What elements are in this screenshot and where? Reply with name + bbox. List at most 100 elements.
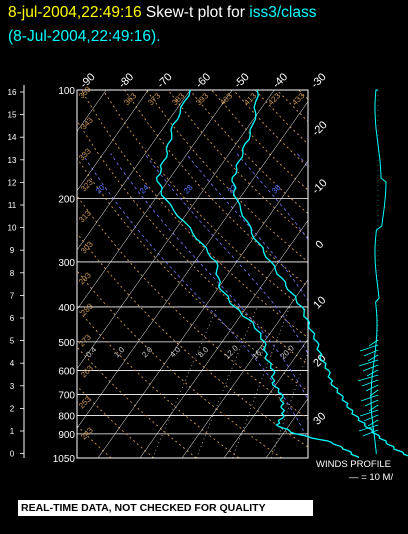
mixing-ratio-label: 8.0	[196, 345, 211, 360]
isotherm-line	[181, 279, 308, 458]
isotherm-line	[77, 90, 233, 310]
mixing-ratio-label: 0.4	[84, 345, 99, 360]
wind-barb	[359, 409, 379, 417]
wet-adiabat	[81, 153, 308, 441]
wind-barb	[367, 354, 379, 362]
wet-adiabat-label: 20	[94, 183, 107, 196]
wind-profile-line	[370, 89, 387, 455]
wet-adiabat	[144, 153, 308, 355]
pressure-label: 700	[58, 391, 75, 402]
dry-adiabat-label: 313	[77, 208, 93, 224]
mixing-ratio-line	[232, 306, 291, 458]
temp-top-label: -70	[155, 71, 175, 91]
title-text: Skew-t plot for	[145, 4, 245, 21]
mixing-ratio-line	[271, 351, 308, 458]
wind-barb	[363, 414, 379, 422]
dry-adiabat	[232, 90, 308, 168]
pressure-label: 400	[58, 303, 75, 314]
height-km-label: 9	[10, 246, 15, 255]
theta-top-label: 433	[290, 91, 306, 107]
temp-right-label: -20	[310, 119, 330, 139]
wet-adiabat	[185, 153, 308, 302]
temp-top-label: -60	[194, 71, 214, 91]
height-km-label: 16	[8, 88, 17, 97]
pressure-label: 1050	[53, 454, 76, 465]
dry-adiabat-label: 283	[79, 301, 95, 317]
isotherm-line	[77, 90, 191, 251]
isotherm-line	[97, 160, 308, 458]
height-km-label: 5	[10, 337, 15, 346]
wind-barb	[362, 429, 379, 437]
height-km-label: 12	[8, 178, 17, 187]
plot-area	[77, 90, 408, 459]
dry-adiabat	[298, 90, 308, 100]
wind-barb	[365, 384, 379, 392]
isotherm-line	[223, 338, 308, 458]
height-km-label: 0	[10, 450, 15, 459]
wind-barb	[367, 419, 379, 427]
wind-barb	[358, 359, 379, 367]
wind-barb	[368, 404, 379, 412]
height-km-label: 4	[10, 359, 15, 368]
height-km-label: 13	[8, 156, 17, 165]
isotherm-line	[77, 101, 308, 429]
wet-adiabat	[110, 153, 308, 401]
mixing-ratio-line	[196, 306, 258, 458]
height-km-label: 11	[8, 201, 17, 210]
temp-right-label: 30	[311, 410, 328, 427]
wind-barb	[364, 399, 379, 407]
temp-top-label: -30	[309, 71, 329, 91]
height-km-label: 7	[10, 291, 15, 300]
wind-barb	[368, 339, 379, 347]
isotherm-line	[350, 90, 408, 458]
isotherm-line	[77, 90, 275, 370]
dry-adiabat	[77, 194, 308, 420]
dry-adiabat	[102, 90, 308, 313]
quality-warning: REAL-TIME DATA, NOT CHECKED FOR QUALITY	[18, 500, 313, 516]
wind-barb	[362, 364, 379, 372]
dry-adiabat-label: 343	[79, 115, 95, 131]
dry-adiabat	[77, 119, 308, 365]
dewpoint-profile	[155, 89, 360, 459]
wind-barb	[359, 344, 379, 352]
dry-adiabat	[254, 90, 308, 145]
dry-adiabat	[77, 270, 282, 458]
theta-top-label: 363	[122, 91, 138, 107]
mixing-ratio-label: 12.0	[223, 343, 241, 361]
dry-adiabat	[77, 346, 197, 458]
wind-barb	[358, 424, 379, 432]
wind-barb	[357, 374, 379, 382]
temp-top-label: -80	[117, 71, 137, 91]
height-km-label: 3	[10, 382, 15, 391]
wet-adiabat-label: 36	[270, 183, 283, 196]
wind-barb	[363, 349, 379, 357]
temp-top-label: -40	[271, 71, 291, 91]
dry-adiabat	[124, 90, 308, 288]
wind-barb	[369, 389, 379, 397]
pressure-label: 600	[58, 366, 75, 377]
mixing-ratio-label: 20.0	[279, 343, 297, 361]
isotherm-line	[307, 457, 308, 458]
dry-adiabat-label: 263	[79, 363, 95, 379]
wind-barb	[361, 379, 379, 387]
wet-adiabat	[236, 153, 308, 241]
wet-adiabat-label: 28	[182, 183, 195, 196]
dry-adiabat-label: 243	[79, 425, 95, 441]
isotherm-line	[77, 90, 149, 192]
wind-barb	[366, 369, 379, 377]
dry-adiabat-label: 353	[77, 84, 93, 100]
winds-scale-legend: — = 10 M/	[349, 472, 394, 483]
dry-adiabat	[320, 90, 408, 458]
mixing-ratio-label: 2.0	[140, 345, 155, 360]
pressure-label: 900	[58, 430, 75, 441]
dry-adiabat	[342, 90, 408, 458]
dry-adiabat	[276, 90, 308, 123]
timestamp: 8-jul-2004,22:49:16	[8, 4, 142, 21]
dry-adiabat	[77, 232, 308, 448]
dry-adiabat-label: 253	[77, 394, 93, 410]
temp-top-label: -50	[232, 71, 252, 91]
height-km-label: 2	[10, 404, 15, 413]
pressure-label: 100	[58, 86, 75, 97]
wet-adiabat	[360, 154, 408, 459]
